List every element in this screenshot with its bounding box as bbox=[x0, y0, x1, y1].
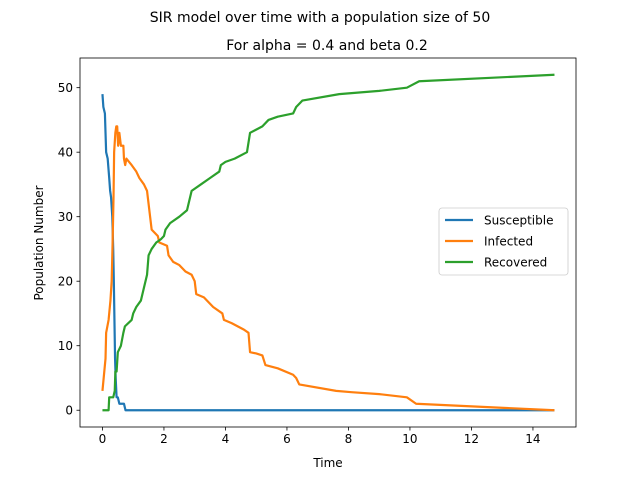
y-tick-label: 50 bbox=[58, 81, 73, 95]
x-tick-label: 0 bbox=[99, 432, 107, 446]
y-tick-label: 20 bbox=[58, 275, 73, 289]
legend-label-susceptible: Susceptible bbox=[484, 214, 553, 228]
legend: Susceptible Infected Recovered bbox=[438, 207, 569, 276]
chart-title: SIR model over time with a population si… bbox=[150, 10, 490, 26]
chart-subtitle: For alpha = 0.4 and beta 0.2 bbox=[226, 38, 428, 54]
legend-label-recovered: Recovered bbox=[484, 256, 547, 270]
x-tick-label: 8 bbox=[345, 432, 353, 446]
x-axis-label: Time bbox=[312, 456, 342, 470]
x-tick-label: 14 bbox=[525, 432, 540, 446]
series-line-infected bbox=[101, 125, 555, 412]
x-tick-label: 2 bbox=[160, 432, 168, 446]
x-tick-label: 4 bbox=[222, 432, 230, 446]
legend-box bbox=[438, 207, 569, 276]
x-tick-label: 10 bbox=[402, 432, 417, 446]
y-axis-label: Population Number bbox=[32, 185, 46, 300]
plot-area: 0 2 4 6 8 10 12 14 0 10 20 30 40 50 bbox=[58, 57, 577, 446]
x-tick-label: 6 bbox=[283, 432, 291, 446]
y-tick-label: 40 bbox=[58, 146, 73, 160]
x-tick-label: 12 bbox=[464, 432, 479, 446]
series-line-recovered bbox=[102, 73, 555, 412]
axes-frame bbox=[79, 57, 577, 428]
legend-label-infected: Infected bbox=[484, 235, 533, 249]
y-tick-label: 30 bbox=[58, 210, 73, 224]
y-tick-label: 10 bbox=[58, 339, 73, 353]
y-tick-label: 0 bbox=[65, 404, 73, 418]
